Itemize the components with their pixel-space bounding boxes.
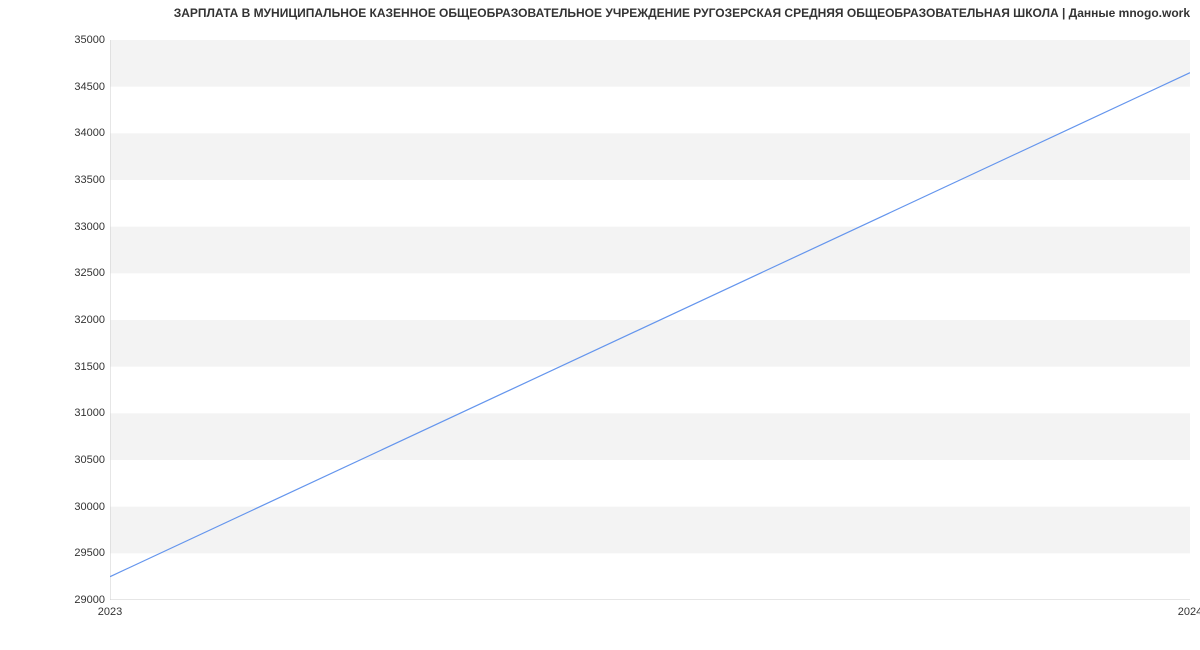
chart-svg (110, 40, 1190, 600)
y-tick-label: 29000 (74, 594, 105, 606)
y-tick-label: 30500 (74, 454, 105, 466)
y-tick-label: 31000 (74, 407, 105, 419)
chart-title: ЗАРПЛАТА В МУНИЦИПАЛЬНОЕ КАЗЕННОЕ ОБЩЕОБ… (174, 6, 1190, 20)
y-tick-label: 31500 (74, 361, 105, 373)
y-tick-label: 34000 (74, 127, 105, 139)
grid-band (110, 507, 1190, 554)
y-tick-label: 35000 (74, 34, 105, 46)
grid-band (110, 413, 1190, 460)
y-tick-label: 32000 (74, 314, 105, 326)
grid-band (110, 133, 1190, 180)
y-tick-label: 34500 (74, 81, 105, 93)
grid-band (110, 40, 1190, 87)
grid-band (110, 227, 1190, 274)
chart-area (110, 40, 1190, 600)
x-tick-label: 2024 (1178, 606, 1200, 618)
y-tick-label: 29500 (74, 547, 105, 559)
x-tick-label: 2023 (98, 606, 122, 618)
y-tick-label: 30000 (74, 501, 105, 513)
y-tick-label: 33500 (74, 174, 105, 186)
grid-band (110, 320, 1190, 367)
y-tick-label: 33000 (74, 221, 105, 233)
y-tick-label: 32500 (74, 267, 105, 279)
